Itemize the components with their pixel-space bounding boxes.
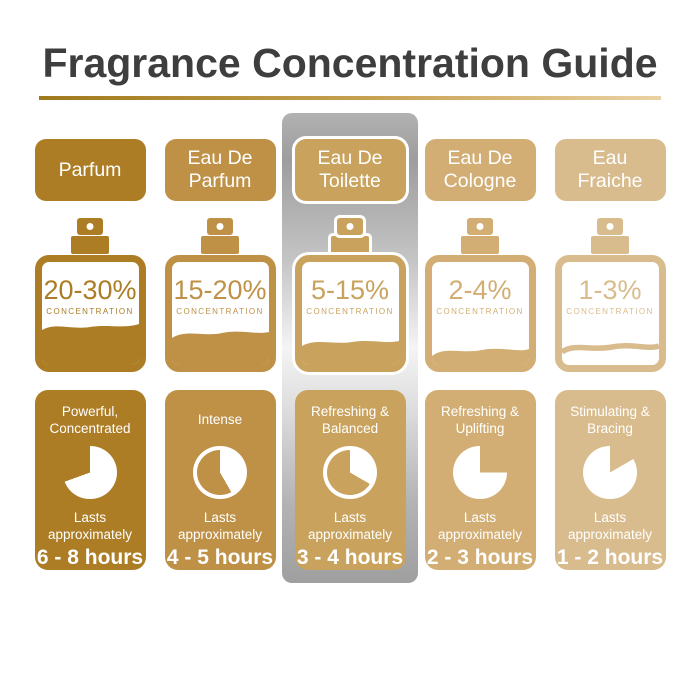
concentration-label: CONCENTRATION — [306, 307, 394, 316]
lasts-label: Lasts approximately — [437, 510, 523, 543]
liquid-wave-icon — [41, 324, 139, 365]
bottle-neck — [331, 236, 369, 254]
fragrance-column-eau-de-toilette: Eau De Toilette 5-15% CONCENTRATION Refr… — [294, 139, 406, 570]
name-badge: Parfum — [34, 139, 146, 201]
perfume-bottle-icon: 2-4% CONCENTRATION — [424, 218, 536, 372]
info-card: Stimulating & Bracing Lasts approximatel… — [554, 390, 666, 570]
info-card: Powerful, Concentrated Lasts approximate… — [34, 390, 146, 570]
spray-nozzle-icon — [77, 218, 103, 235]
bottle-body: 5-15% CONCENTRATION — [294, 255, 406, 372]
duration-value: 3 - 4 hours — [296, 546, 404, 569]
name-badge: Eau De Cologne — [424, 139, 536, 201]
name-badge: Eau De Toilette — [294, 139, 406, 201]
nozzle-dot — [86, 223, 94, 230]
fragrance-column-parfum: Parfum 20-30% CONCENTRATION Powerful, Co… — [34, 139, 146, 570]
card-description: Stimulating & Bracing — [570, 403, 650, 436]
liquid-wave-icon — [561, 342, 659, 355]
spray-nozzle-icon — [467, 218, 493, 235]
info-card: Intense Lasts approximately 4 - 5 hours — [164, 390, 276, 570]
nozzle-dot — [606, 223, 614, 230]
concentration-value: 2-4% — [448, 275, 512, 305]
liquid-wave-icon — [431, 348, 529, 365]
bottle-body: 1-3% CONCENTRATION — [554, 255, 666, 372]
clock-pie-icon — [63, 445, 117, 500]
clock-pie-icon — [193, 445, 247, 500]
bottle-body: 20-30% CONCENTRATION — [34, 255, 146, 372]
duration-value: 1 - 2 hours — [556, 546, 664, 569]
clock-pie-icon — [323, 445, 377, 500]
info-card: Refreshing & Uplifting Lasts approximate… — [424, 390, 536, 570]
bottle-body: 15-20% CONCENTRATION — [164, 255, 276, 372]
clock-pie-icon — [453, 445, 507, 500]
concentration-value: 20-30% — [43, 275, 137, 305]
liquid-wave-icon — [301, 341, 399, 365]
comparison-grid: Parfum 20-30% CONCENTRATION Powerful, Co… — [0, 113, 700, 695]
duration-value: 2 - 3 hours — [426, 546, 534, 569]
duration-value: 6 - 8 hours — [36, 546, 144, 569]
page-title: Fragrance Concentration Guide — [42, 40, 658, 86]
perfume-bottle-icon: 5-15% CONCENTRATION — [294, 218, 406, 372]
clock-pie-icon — [583, 445, 637, 500]
badge-label: Eau De Toilette — [317, 147, 383, 192]
fragrance-column-eau-fraiche: Eau Fraiche 1-3% CONCENTRATION Stimulati… — [554, 139, 666, 570]
badge-label: Eau De Cologne — [443, 147, 517, 192]
card-description: Refreshing & Balanced — [310, 403, 390, 436]
concentration-label: CONCENTRATION — [436, 307, 524, 316]
perfume-bottle-icon: 1-3% CONCENTRATION — [554, 218, 666, 372]
badge-label: Eau Fraiche — [577, 147, 643, 192]
concentration-label: CONCENTRATION — [566, 307, 654, 316]
bottle-neck — [71, 236, 109, 254]
concentration-value: 5-15% — [310, 275, 390, 305]
spray-nozzle-icon — [597, 218, 623, 235]
lasts-label: Lasts approximately — [177, 510, 263, 543]
bottle-body: 2-4% CONCENTRATION — [424, 255, 536, 372]
name-badge: Eau De Parfum — [164, 139, 276, 201]
spray-nozzle-icon — [337, 218, 363, 235]
concentration-label: CONCENTRATION — [46, 307, 134, 316]
spray-nozzle-icon — [207, 218, 233, 235]
duration-value: 4 - 5 hours — [166, 546, 274, 569]
bottle-neck — [591, 236, 629, 254]
badge-label: Parfum — [58, 158, 122, 181]
badge-label: Eau De Parfum — [187, 147, 253, 192]
perfume-bottle-icon: 20-30% CONCENTRATION — [34, 218, 146, 372]
nozzle-dot — [216, 223, 224, 230]
info-card: Refreshing & Balanced Lasts approximatel… — [294, 390, 406, 570]
card-description: Intense — [197, 412, 243, 428]
name-badge: Eau Fraiche — [554, 139, 666, 201]
perfume-bottle-icon: 15-20% CONCENTRATION — [164, 218, 276, 372]
bottle-neck — [461, 236, 499, 254]
concentration-value: 15-20% — [173, 275, 267, 305]
fragrance-column-eau-de-parfum: Eau De Parfum 15-20% CONCENTRATION Inten… — [164, 139, 276, 570]
card-description: Powerful, Concentrated — [49, 403, 131, 436]
title-underline — [39, 96, 661, 100]
nozzle-dot — [346, 223, 354, 230]
lasts-label: Lasts approximately — [567, 510, 653, 543]
lasts-label: Lasts approximately — [307, 510, 393, 543]
card-description: Refreshing & Uplifting — [440, 403, 520, 436]
lasts-label: Lasts approximately — [47, 510, 133, 543]
page-header: Fragrance Concentration Guide — [0, 0, 700, 100]
concentration-value: 1-3% — [578, 275, 642, 305]
bottle-neck — [201, 236, 239, 254]
fragrance-column-eau-de-cologne: Eau De Cologne 2-4% CONCENTRATION Refres… — [424, 139, 536, 570]
concentration-label: CONCENTRATION — [176, 307, 264, 316]
liquid-wave-icon — [171, 331, 269, 365]
nozzle-dot — [476, 223, 484, 230]
